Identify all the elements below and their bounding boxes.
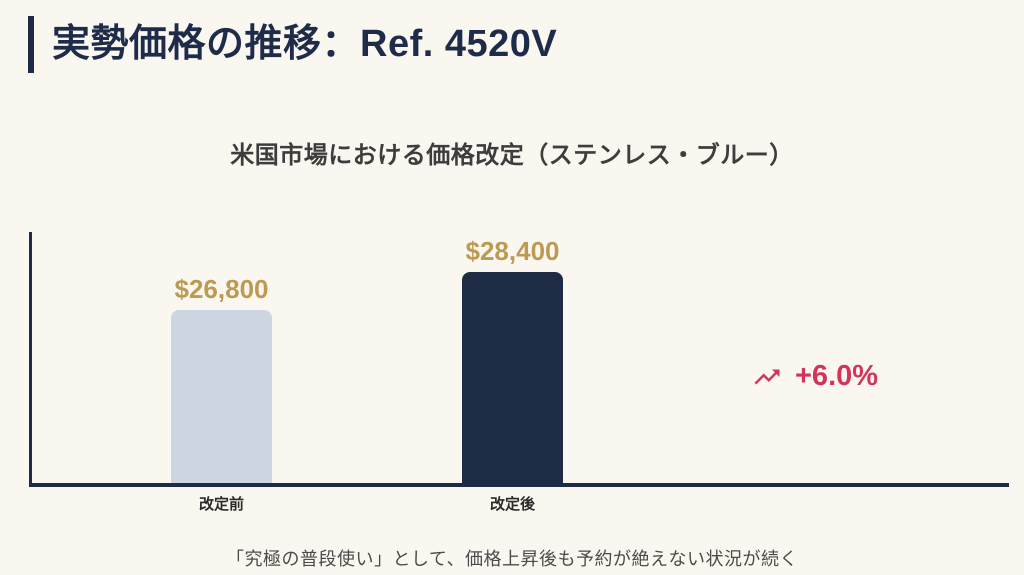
- bar-after: [462, 272, 563, 483]
- bar-value-label: $26,800: [174, 274, 269, 304]
- bar-group-before: $26,800: [171, 274, 272, 483]
- chart-title: 米国市場における価格改定（ステンレス・ブルー）: [230, 142, 794, 169]
- x-tick-after: 改定後: [489, 496, 535, 513]
- y-axis: [29, 232, 32, 487]
- x-tick-before: 改定前: [198, 496, 244, 513]
- trending-up-icon: [747, 362, 787, 392]
- bar-group-after: $28,400: [462, 236, 563, 483]
- x-axis: [29, 483, 1009, 487]
- bar-value-label: $28,400: [465, 236, 560, 266]
- bar-before: [171, 310, 272, 483]
- title-accent-bar: [28, 16, 34, 73]
- trend-value: +6.0%: [795, 360, 879, 392]
- trend-annotation: +6.0%: [747, 360, 878, 393]
- page-title: 実勢価格の推移：Ref. 4520V: [52, 23, 558, 65]
- slide-caption: 「究極の普段使い」として、価格上昇後も予約が絶えない状況が続く: [225, 549, 799, 569]
